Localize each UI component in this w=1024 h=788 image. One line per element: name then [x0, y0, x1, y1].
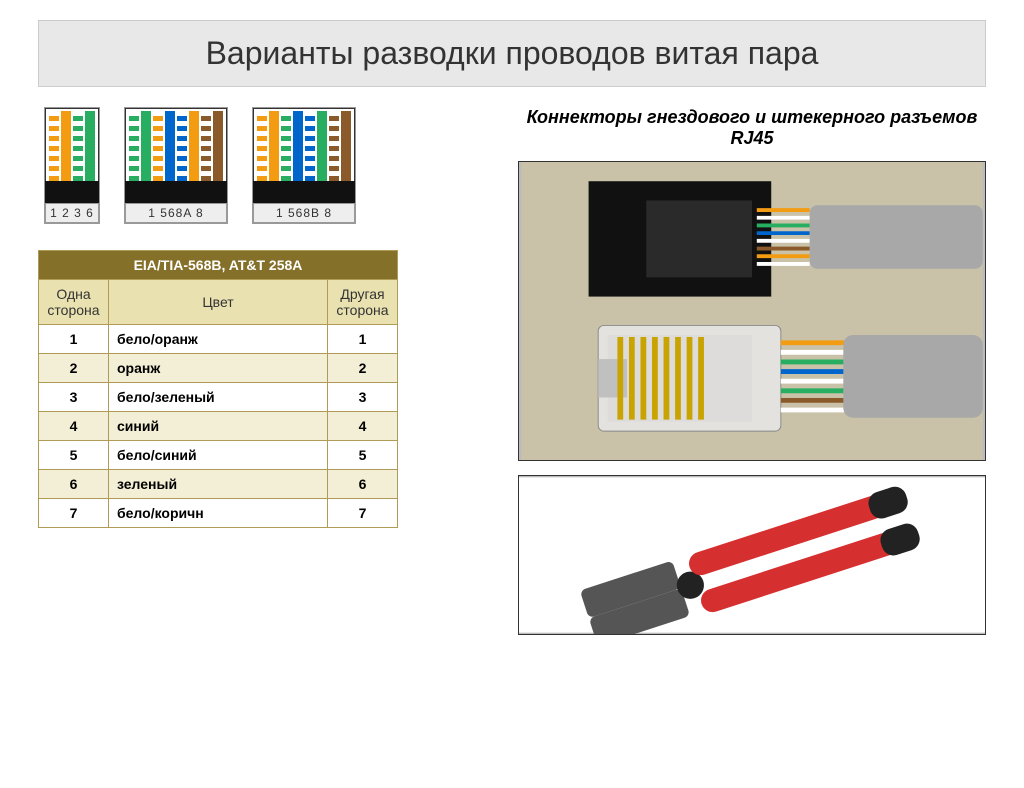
- wire: [61, 111, 71, 181]
- cell-side-b: 4: [328, 412, 398, 441]
- table-row: 2оранж2: [39, 354, 398, 383]
- cell-side-a: 1: [39, 325, 109, 354]
- cell-color: оранж: [109, 354, 328, 383]
- wire: [257, 111, 267, 181]
- wire: [153, 111, 163, 181]
- right-column: Коннекторы гнездового и штекерного разъе…: [498, 107, 986, 745]
- cell-color: бело/зеленый: [109, 383, 328, 412]
- cell-side-b: 2: [328, 354, 398, 383]
- left-column: 1 2 3 6 1 568A 8 1 568B 8 EIA/TIA-568B, AT…: [38, 107, 498, 745]
- col-side-b: Другая сторона: [328, 280, 398, 325]
- wire: [73, 111, 83, 181]
- wiring-scheme: 1 568B 8: [252, 107, 356, 224]
- table-body: 1бело/оранж12оранж23бело/зеленый34синий4…: [39, 325, 398, 528]
- cell-side-b: 1: [328, 325, 398, 354]
- title-bar: Варианты разводки проводов витая пара: [38, 20, 986, 87]
- cell-color: бело/оранж: [109, 325, 328, 354]
- wiring-scheme: 1 568A 8: [124, 107, 228, 224]
- wire: [141, 111, 151, 181]
- cell-side-a: 6: [39, 470, 109, 499]
- wiring-schemes: 1 2 3 6 1 568A 8 1 568B 8: [38, 107, 498, 224]
- content-area: 1 2 3 6 1 568A 8 1 568B 8 EIA/TIA-568B, AT…: [0, 87, 1024, 745]
- crimper-illustration: [519, 476, 985, 634]
- table-row: 5бело/синий5: [39, 441, 398, 470]
- scheme-label: 1 568B 8: [253, 203, 355, 223]
- wiring-scheme: 1 2 3 6: [44, 107, 100, 224]
- connector-base: [253, 181, 355, 203]
- wire: [201, 111, 211, 181]
- wire: [177, 111, 187, 181]
- col-color: Цвет: [109, 280, 328, 325]
- wire: [165, 111, 175, 181]
- col-side-a: Одна сторона: [39, 280, 109, 325]
- wire: [213, 111, 223, 181]
- table-row: 3бело/зеленый3: [39, 383, 398, 412]
- scheme-label: 1 2 3 6: [45, 203, 99, 223]
- scheme-label: 1 568A 8: [125, 203, 227, 223]
- cell-side-a: 3: [39, 383, 109, 412]
- photo-crimper: [518, 475, 986, 635]
- table-row: 1бело/оранж1: [39, 325, 398, 354]
- photo-connectors: [518, 161, 986, 461]
- wire-group: [45, 108, 99, 181]
- cell-side-a: 7: [39, 499, 109, 528]
- cell-side-b: 7: [328, 499, 398, 528]
- cell-side-b: 3: [328, 383, 398, 412]
- wire: [341, 111, 351, 181]
- table-row: 6зеленый6: [39, 470, 398, 499]
- page-title: Варианты разводки проводов витая пара: [51, 35, 973, 72]
- wiring-table: EIA/TIA-568B, AT&T 258A Одна сторона Цве…: [38, 250, 398, 528]
- connectors-illustration: [519, 162, 985, 460]
- table-row: 4синий4: [39, 412, 398, 441]
- wire-group: [253, 108, 355, 181]
- wire-group: [125, 108, 227, 181]
- wire: [85, 111, 95, 181]
- cell-side-a: 2: [39, 354, 109, 383]
- cell-color: бело/коричн: [109, 499, 328, 528]
- cell-side-a: 5: [39, 441, 109, 470]
- cell-color: зеленый: [109, 470, 328, 499]
- cell-side-b: 6: [328, 470, 398, 499]
- cell-side-b: 5: [328, 441, 398, 470]
- wire: [269, 111, 279, 181]
- wire: [49, 111, 59, 181]
- wire: [189, 111, 199, 181]
- cell-color: бело/синий: [109, 441, 328, 470]
- cell-color: синий: [109, 412, 328, 441]
- wire: [281, 111, 291, 181]
- wire: [129, 111, 139, 181]
- table-subheader-row: Одна сторона Цвет Другая сторона: [39, 280, 398, 325]
- table-row: 7бело/коричн7: [39, 499, 398, 528]
- connector-base: [125, 181, 227, 203]
- connectors-caption: Коннекторы гнездового и штекерного разъе…: [518, 107, 986, 149]
- wire: [329, 111, 339, 181]
- cell-side-a: 4: [39, 412, 109, 441]
- connector-base: [45, 181, 99, 203]
- wire: [317, 111, 327, 181]
- table-header: EIA/TIA-568B, AT&T 258A: [39, 251, 398, 280]
- wire: [305, 111, 315, 181]
- wire: [293, 111, 303, 181]
